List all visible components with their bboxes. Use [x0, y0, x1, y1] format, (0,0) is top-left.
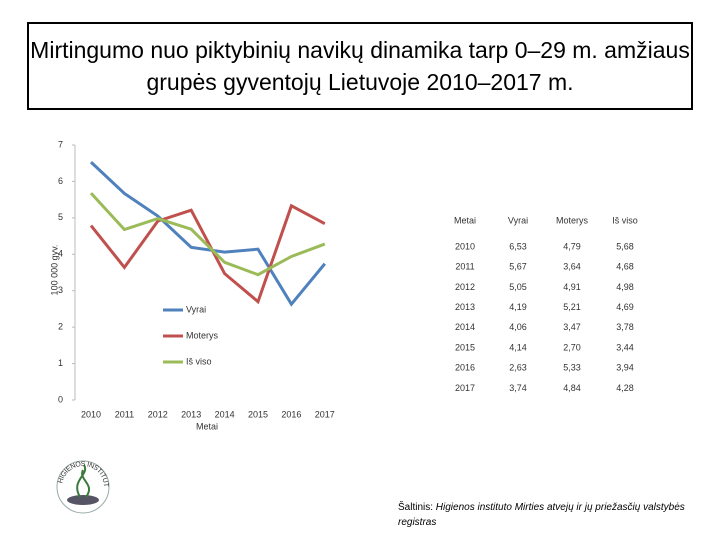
table-cell: 5,67 — [509, 262, 527, 272]
table-header: Vyrai — [508, 215, 528, 225]
table-cell: 4,19 — [509, 302, 527, 312]
table-cell: 4,91 — [563, 282, 581, 292]
table-cell: 4,69 — [616, 302, 634, 312]
y-tick-label: 2 — [58, 322, 63, 332]
table-cell: 4,79 — [563, 241, 581, 251]
x-tick-label: 2014 — [215, 409, 235, 419]
table-cell: 2,70 — [563, 342, 581, 352]
x-tick-label: 2010 — [81, 409, 101, 419]
table-cell: 3,94 — [616, 363, 634, 373]
series-line — [89, 161, 326, 307]
y-tick-label: 3 — [58, 285, 63, 295]
y-tick-label: 4 — [58, 249, 63, 259]
series-line — [89, 192, 326, 277]
table-cell: 2012 — [455, 282, 475, 292]
table-cell: 3,78 — [616, 322, 634, 332]
y-tick-label: 5 — [58, 212, 63, 222]
table-cell: 4,84 — [563, 383, 581, 393]
logo — [56, 460, 110, 514]
table-cell: 4,06 — [509, 322, 527, 332]
title: Mirtingumo nuo piktybinių navikų dinamik… — [27, 22, 693, 110]
y-tick-label: 0 — [58, 394, 63, 404]
table-cell: 2014 — [455, 322, 475, 332]
y-tick-label: 1 — [58, 358, 63, 368]
source: Šaltinis: Higienos instituto Mirties atv… — [398, 500, 698, 530]
table-cell: 2015 — [455, 342, 475, 352]
legend-label: Moterys — [186, 330, 219, 340]
table-cell: 4,98 — [616, 282, 634, 292]
table-cell: 5,21 — [563, 302, 581, 312]
source-label: Šaltinis: — [398, 502, 434, 513]
table-cell: 3,44 — [616, 342, 634, 352]
table-cell: 2,63 — [509, 363, 527, 373]
table-header: Iš viso — [612, 215, 638, 225]
series-line — [89, 203, 326, 305]
table-header: Metai — [454, 215, 476, 225]
legend-label: Iš viso — [186, 356, 212, 366]
table-cell: 2016 — [455, 363, 475, 373]
table-cell: 5,33 — [563, 363, 581, 373]
table-cell: 2011 — [455, 262, 474, 272]
table-cell: 5,68 — [616, 241, 634, 251]
table-cell: 4,28 — [616, 383, 634, 393]
table-cell: 4,14 — [509, 342, 527, 352]
table-header: Moterys — [556, 215, 589, 225]
table-cell: 3,47 — [563, 322, 581, 332]
y-tick-label: 6 — [58, 176, 63, 186]
table-cell: 3,64 — [563, 262, 581, 272]
y-tick-label: 7 — [58, 139, 63, 149]
x-tick-label: 2012 — [148, 409, 168, 419]
x-tick-label: 2017 — [315, 409, 335, 419]
table-cell: 2013 — [455, 302, 475, 312]
legend-label: Vyrai — [186, 304, 206, 314]
source-text: Higienos instituto Mirties atvejų ir jų … — [398, 502, 685, 528]
table-cell: 5,05 — [509, 282, 527, 292]
table-cell: 2017 — [455, 383, 475, 393]
y-axis-label: 100 000 gyv. — [49, 245, 59, 296]
x-tick-label: 2015 — [248, 409, 268, 419]
x-tick-label: 2016 — [281, 409, 301, 419]
table-cell: 2010 — [455, 241, 475, 251]
x-tick-label: 2013 — [181, 409, 201, 419]
table-cell: 3,74 — [509, 383, 527, 393]
table-cell: 4,68 — [616, 262, 634, 272]
x-tick-label: 2011 — [115, 409, 134, 419]
table-cell: 6,53 — [509, 241, 527, 251]
x-axis-label: Metai — [196, 421, 218, 431]
